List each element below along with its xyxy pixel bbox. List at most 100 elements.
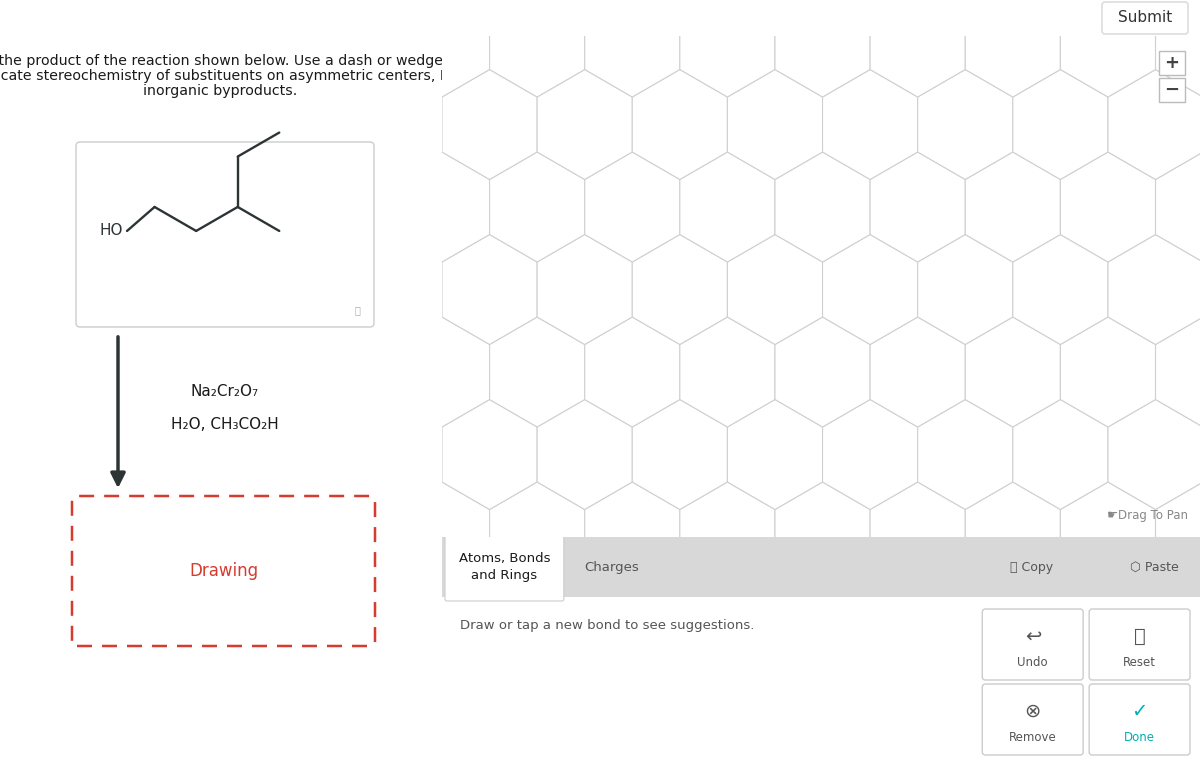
FancyBboxPatch shape bbox=[1159, 78, 1186, 102]
Polygon shape bbox=[680, 317, 775, 427]
FancyBboxPatch shape bbox=[983, 684, 1084, 755]
Polygon shape bbox=[965, 317, 1061, 427]
Polygon shape bbox=[775, 0, 870, 97]
Polygon shape bbox=[347, 0, 442, 14]
Text: Problem 17 of 20: Problem 17 of 20 bbox=[511, 8, 689, 28]
Text: Charges: Charges bbox=[584, 561, 640, 574]
Text: −: − bbox=[1164, 81, 1180, 99]
Polygon shape bbox=[1156, 317, 1200, 427]
Text: Drawing: Drawing bbox=[188, 562, 258, 580]
Polygon shape bbox=[1108, 400, 1200, 510]
Polygon shape bbox=[538, 0, 632, 14]
Text: Draw or tap a new bond to see suggestions.: Draw or tap a new bond to see suggestion… bbox=[460, 619, 755, 632]
Text: H₂O, CH₃CO₂H: H₂O, CH₃CO₂H bbox=[172, 416, 278, 431]
Polygon shape bbox=[538, 400, 632, 510]
Polygon shape bbox=[584, 482, 680, 592]
Polygon shape bbox=[870, 317, 965, 427]
Polygon shape bbox=[632, 0, 727, 14]
Polygon shape bbox=[584, 0, 680, 97]
Text: Draw the product of the reaction shown below. Use a dash or wedge bond: Draw the product of the reaction shown b… bbox=[0, 54, 484, 68]
Polygon shape bbox=[395, 317, 490, 427]
Polygon shape bbox=[1061, 317, 1156, 427]
Text: Drag To Pan: Drag To Pan bbox=[1118, 509, 1188, 522]
Polygon shape bbox=[918, 70, 1013, 180]
Polygon shape bbox=[727, 0, 822, 14]
FancyBboxPatch shape bbox=[1159, 51, 1186, 75]
Text: +: + bbox=[1164, 54, 1180, 72]
FancyBboxPatch shape bbox=[445, 533, 564, 601]
Polygon shape bbox=[395, 482, 490, 592]
Polygon shape bbox=[632, 70, 727, 180]
FancyBboxPatch shape bbox=[1090, 684, 1190, 755]
Text: ←: ← bbox=[13, 8, 31, 28]
Polygon shape bbox=[1108, 234, 1200, 344]
Polygon shape bbox=[395, 0, 490, 97]
FancyBboxPatch shape bbox=[76, 142, 374, 327]
Polygon shape bbox=[632, 400, 727, 510]
Polygon shape bbox=[822, 564, 918, 674]
Polygon shape bbox=[727, 70, 822, 180]
Polygon shape bbox=[727, 234, 822, 344]
Polygon shape bbox=[918, 234, 1013, 344]
Text: Remove: Remove bbox=[1009, 731, 1056, 744]
Polygon shape bbox=[822, 400, 918, 510]
Polygon shape bbox=[822, 0, 918, 14]
Polygon shape bbox=[918, 0, 1013, 14]
Polygon shape bbox=[775, 482, 870, 592]
Polygon shape bbox=[1156, 482, 1200, 592]
Polygon shape bbox=[299, 317, 395, 427]
Text: HO: HO bbox=[100, 223, 124, 238]
FancyBboxPatch shape bbox=[983, 609, 1084, 680]
Polygon shape bbox=[490, 0, 584, 97]
Polygon shape bbox=[347, 234, 442, 344]
Text: ⊗: ⊗ bbox=[1025, 702, 1040, 721]
Polygon shape bbox=[870, 482, 965, 592]
Polygon shape bbox=[490, 482, 584, 592]
Text: 🔍: 🔍 bbox=[354, 305, 360, 315]
Polygon shape bbox=[299, 152, 395, 262]
Text: 🗑: 🗑 bbox=[1134, 627, 1146, 646]
Text: Done: Done bbox=[1124, 731, 1156, 744]
Polygon shape bbox=[870, 0, 965, 97]
Polygon shape bbox=[1156, 0, 1200, 97]
Polygon shape bbox=[442, 0, 538, 14]
Polygon shape bbox=[584, 152, 680, 262]
Polygon shape bbox=[680, 152, 775, 262]
Polygon shape bbox=[727, 564, 822, 674]
Polygon shape bbox=[680, 0, 775, 97]
Bar bbox=[442, 537, 1200, 597]
Polygon shape bbox=[727, 400, 822, 510]
Polygon shape bbox=[1108, 70, 1200, 180]
Polygon shape bbox=[347, 400, 442, 510]
Text: Atoms, Bonds
and Rings: Atoms, Bonds and Rings bbox=[458, 552, 550, 582]
Text: 🗐 Copy: 🗐 Copy bbox=[1010, 561, 1054, 574]
Polygon shape bbox=[1108, 0, 1200, 14]
Polygon shape bbox=[442, 564, 538, 674]
Polygon shape bbox=[1013, 234, 1108, 344]
Polygon shape bbox=[538, 234, 632, 344]
Polygon shape bbox=[1108, 564, 1200, 674]
Polygon shape bbox=[347, 564, 442, 674]
Polygon shape bbox=[490, 152, 584, 262]
Polygon shape bbox=[1061, 482, 1156, 592]
Text: ☛: ☛ bbox=[1106, 509, 1118, 522]
Text: to indicate stereochemistry of substituents on asymmetric centers, Ignore: to indicate stereochemistry of substitue… bbox=[0, 69, 485, 83]
Text: ↩: ↩ bbox=[1025, 627, 1040, 646]
Text: Reset: Reset bbox=[1123, 656, 1156, 670]
Polygon shape bbox=[1013, 70, 1108, 180]
Polygon shape bbox=[918, 564, 1013, 674]
Text: Na₂Cr₂O₇: Na₂Cr₂O₇ bbox=[191, 383, 259, 398]
Polygon shape bbox=[538, 70, 632, 180]
Polygon shape bbox=[775, 152, 870, 262]
Polygon shape bbox=[680, 482, 775, 592]
Polygon shape bbox=[1156, 152, 1200, 262]
Text: Submit: Submit bbox=[1118, 10, 1172, 26]
FancyBboxPatch shape bbox=[1090, 609, 1190, 680]
Polygon shape bbox=[918, 400, 1013, 510]
Polygon shape bbox=[299, 482, 395, 592]
Text: ✓: ✓ bbox=[1132, 702, 1147, 721]
Polygon shape bbox=[347, 70, 442, 180]
Polygon shape bbox=[442, 400, 538, 510]
Polygon shape bbox=[538, 564, 632, 674]
Polygon shape bbox=[442, 234, 538, 344]
